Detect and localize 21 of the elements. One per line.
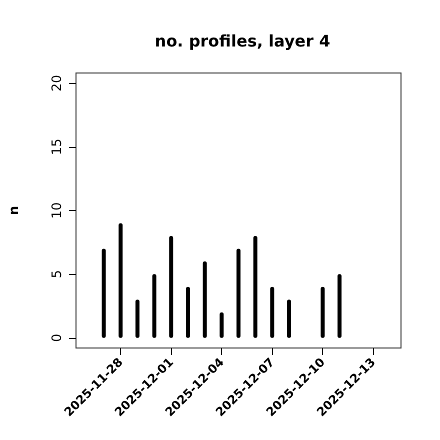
bar xyxy=(270,286,274,338)
bar xyxy=(320,286,325,338)
y-axis-title: n xyxy=(7,206,22,216)
bar xyxy=(118,223,123,338)
bar xyxy=(236,248,240,338)
bar xyxy=(135,300,140,338)
bar xyxy=(152,274,156,338)
y-tick-label: 10 xyxy=(50,202,65,219)
bar xyxy=(202,261,207,338)
chart-title: no. profiles, layer 4 xyxy=(154,32,330,50)
y-tick-label: 15 xyxy=(50,138,65,156)
bar xyxy=(338,274,342,338)
bar xyxy=(186,286,190,338)
bar xyxy=(253,236,258,338)
y-tick-label: 5 xyxy=(50,270,65,278)
bar xyxy=(220,312,224,338)
bar xyxy=(102,248,106,338)
bar xyxy=(287,300,292,338)
y-tick-label: 20 xyxy=(50,74,65,92)
bar xyxy=(169,236,174,338)
y-tick-label: 0 xyxy=(50,334,65,342)
